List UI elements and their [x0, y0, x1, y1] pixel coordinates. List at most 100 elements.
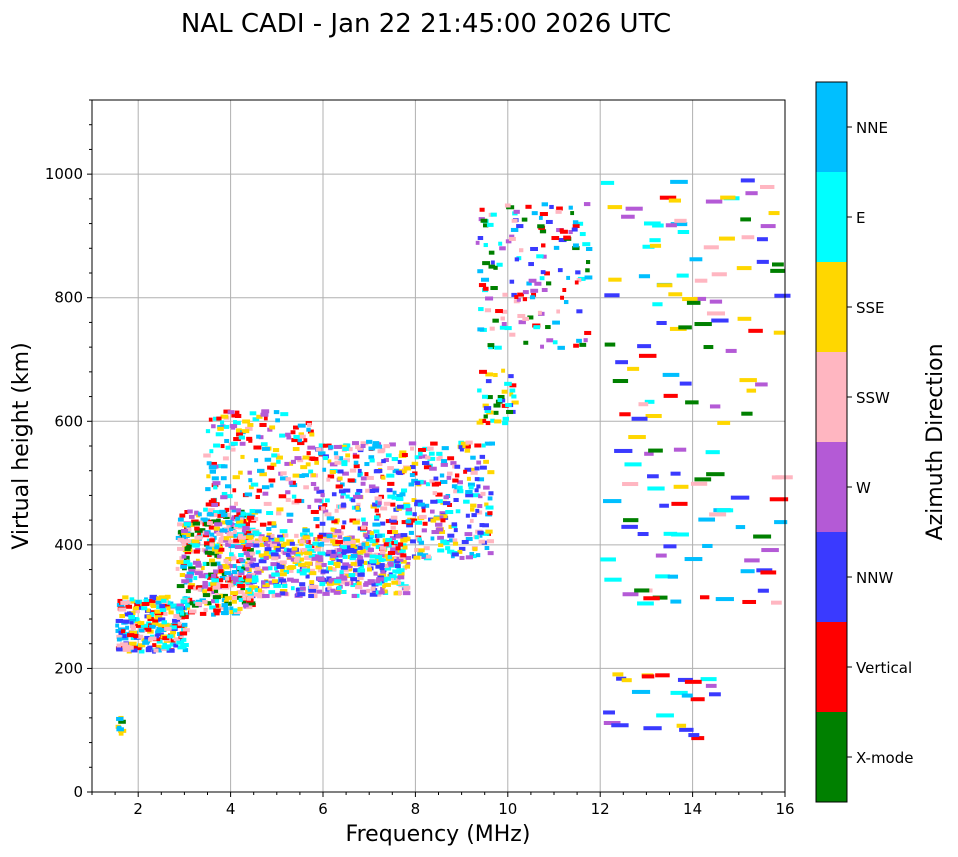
echo-point — [222, 456, 229, 461]
echo-point — [141, 601, 150, 606]
echo-point — [396, 551, 404, 556]
echo-point — [183, 559, 191, 564]
echo-point — [509, 234, 515, 239]
echo-point — [655, 553, 667, 558]
echo-point — [659, 503, 669, 508]
echo-point — [756, 259, 769, 264]
echo-point — [757, 588, 769, 593]
echo-point — [271, 523, 277, 528]
echo-point — [281, 543, 287, 548]
echo-point — [652, 223, 664, 228]
echo-point — [235, 516, 240, 521]
echo-point — [266, 554, 273, 559]
echo-point — [220, 495, 228, 500]
echo-point — [271, 593, 277, 598]
echo-point — [411, 478, 418, 483]
echo-point — [335, 539, 343, 544]
echo-point — [162, 642, 168, 647]
echo-point — [213, 569, 219, 574]
echo-point — [414, 502, 419, 507]
echo-point — [329, 577, 337, 582]
echo-point — [232, 593, 237, 598]
echo-point — [467, 482, 475, 487]
echo-point — [224, 562, 231, 567]
echo-point — [400, 543, 407, 548]
echo-point — [211, 519, 218, 524]
echo-point — [331, 519, 338, 524]
echo-point — [334, 579, 342, 584]
echo-point — [387, 555, 392, 560]
echo-point — [493, 265, 498, 270]
echo-point — [239, 566, 248, 571]
echo-point — [259, 522, 267, 527]
echo-point — [183, 555, 190, 560]
echo-point — [263, 416, 268, 421]
echo-point — [510, 227, 519, 232]
echo-point — [761, 548, 779, 553]
echo-point — [670, 471, 681, 476]
echo-point — [215, 561, 221, 566]
echo-point — [720, 195, 736, 200]
x-tick-label: 8 — [411, 800, 421, 818]
echo-point — [414, 547, 419, 552]
echo-point — [284, 533, 289, 538]
echo-point — [383, 458, 389, 463]
echo-point — [238, 568, 244, 573]
echo-point — [211, 424, 216, 429]
echo-point — [297, 441, 305, 446]
echo-point — [164, 626, 172, 631]
echo-point — [502, 421, 509, 426]
echo-point — [130, 599, 136, 604]
echo-point — [504, 203, 511, 208]
echo-point — [399, 492, 406, 497]
echo-point — [226, 557, 233, 562]
echo-point — [545, 325, 551, 330]
echo-point — [528, 262, 534, 267]
echo-point — [256, 414, 263, 419]
echo-point — [177, 637, 183, 642]
echo-point — [322, 503, 328, 508]
colorbar-tick-label: X-mode — [856, 749, 913, 767]
echo-point — [499, 325, 508, 330]
echo-point — [385, 537, 392, 542]
echo-point — [360, 443, 366, 449]
echo-point — [502, 292, 508, 297]
echo-point — [735, 525, 746, 530]
grid-lines — [92, 100, 786, 793]
echo-point — [332, 533, 337, 538]
echo-point — [321, 563, 327, 568]
echo-point — [211, 547, 219, 552]
echo-point — [460, 441, 469, 446]
echo-point — [141, 637, 146, 642]
echo-point — [481, 394, 488, 399]
echo-point — [140, 623, 148, 628]
echo-point — [366, 475, 374, 480]
echo-point — [340, 549, 350, 554]
echo-point — [422, 521, 428, 526]
echo-point — [522, 290, 529, 295]
echo-point — [470, 554, 477, 559]
echo-point — [478, 307, 484, 312]
echo-point — [643, 726, 662, 731]
echo-point — [286, 435, 292, 440]
echo-point — [468, 485, 474, 490]
echo-point — [212, 595, 221, 600]
echo-point — [702, 543, 713, 548]
echo-point — [631, 416, 648, 421]
echo-point — [357, 494, 363, 499]
echo-point — [405, 555, 412, 561]
echo-point — [494, 345, 502, 350]
echo-point — [278, 578, 287, 583]
echo-point — [302, 455, 310, 460]
echo-point — [443, 495, 449, 500]
echo-point — [338, 553, 343, 558]
echo-point — [694, 322, 712, 327]
echo-point — [258, 536, 264, 541]
echo-point — [446, 475, 452, 480]
echo-point — [501, 321, 507, 327]
echo-point — [252, 530, 260, 535]
echo-point — [531, 211, 538, 216]
echo-point — [367, 564, 372, 569]
echo-point — [383, 578, 388, 583]
